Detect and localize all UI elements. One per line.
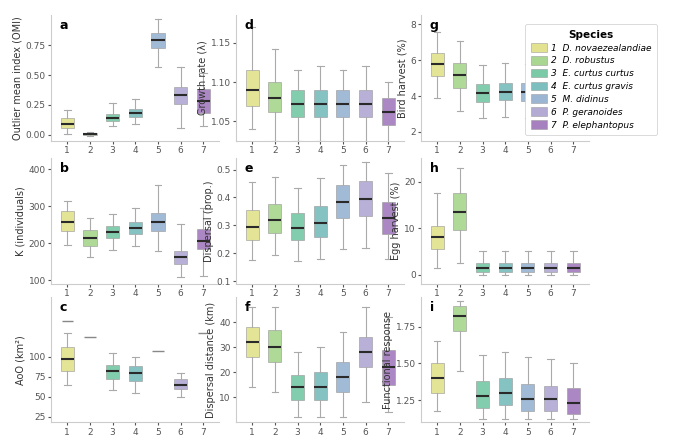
- PathPatch shape: [61, 211, 74, 231]
- PathPatch shape: [291, 213, 304, 240]
- PathPatch shape: [566, 85, 580, 103]
- PathPatch shape: [197, 89, 210, 114]
- PathPatch shape: [84, 230, 97, 246]
- PathPatch shape: [269, 205, 282, 233]
- PathPatch shape: [336, 362, 349, 392]
- PathPatch shape: [246, 327, 259, 357]
- Text: a: a: [60, 19, 68, 32]
- PathPatch shape: [84, 133, 97, 136]
- Y-axis label: AoO (km²): AoO (km²): [16, 335, 26, 385]
- Y-axis label: Bird harvest (%): Bird harvest (%): [397, 38, 407, 118]
- PathPatch shape: [106, 226, 119, 238]
- PathPatch shape: [129, 367, 142, 381]
- PathPatch shape: [336, 90, 349, 117]
- PathPatch shape: [174, 87, 187, 104]
- PathPatch shape: [61, 347, 74, 371]
- PathPatch shape: [291, 90, 304, 117]
- PathPatch shape: [291, 375, 304, 400]
- Y-axis label: Growth rate (λ): Growth rate (λ): [198, 41, 208, 115]
- PathPatch shape: [106, 114, 119, 121]
- PathPatch shape: [359, 337, 372, 367]
- PathPatch shape: [566, 389, 580, 414]
- PathPatch shape: [269, 82, 282, 112]
- Y-axis label: Dispersal distance (km): Dispersal distance (km): [206, 302, 216, 418]
- PathPatch shape: [246, 70, 259, 106]
- Text: g: g: [429, 19, 438, 32]
- PathPatch shape: [499, 83, 512, 100]
- PathPatch shape: [314, 206, 327, 237]
- PathPatch shape: [382, 202, 395, 234]
- PathPatch shape: [359, 181, 372, 216]
- PathPatch shape: [453, 193, 466, 231]
- PathPatch shape: [314, 90, 327, 117]
- Y-axis label: K (individuals): K (individuals): [16, 186, 26, 256]
- Y-axis label: Dispersal (prop.): Dispersal (prop.): [203, 180, 214, 262]
- Y-axis label: Egg harvest (%): Egg harvest (%): [391, 182, 401, 260]
- PathPatch shape: [382, 98, 395, 125]
- PathPatch shape: [453, 63, 466, 88]
- PathPatch shape: [269, 330, 282, 362]
- PathPatch shape: [174, 379, 187, 389]
- Text: b: b: [60, 162, 68, 175]
- PathPatch shape: [129, 109, 142, 117]
- PathPatch shape: [431, 363, 444, 393]
- PathPatch shape: [431, 53, 444, 76]
- PathPatch shape: [314, 372, 327, 400]
- PathPatch shape: [499, 378, 512, 405]
- PathPatch shape: [521, 263, 534, 272]
- PathPatch shape: [544, 385, 557, 411]
- PathPatch shape: [129, 222, 142, 234]
- Text: f: f: [245, 301, 250, 314]
- Y-axis label: Functional response: Functional response: [383, 311, 393, 409]
- PathPatch shape: [359, 90, 372, 117]
- PathPatch shape: [382, 350, 395, 385]
- Text: e: e: [245, 162, 253, 175]
- PathPatch shape: [499, 263, 512, 272]
- Text: d: d: [245, 19, 253, 32]
- PathPatch shape: [336, 185, 349, 218]
- PathPatch shape: [521, 384, 534, 411]
- PathPatch shape: [544, 84, 557, 102]
- PathPatch shape: [61, 117, 74, 128]
- PathPatch shape: [476, 263, 489, 272]
- Text: i: i: [429, 301, 434, 314]
- PathPatch shape: [174, 251, 187, 264]
- Legend: 1  D. novaezealandiae, 2  D. robustus, 3  E. curtus curtus, 4  E. curtus gravis,: 1 D. novaezealandiae, 2 D. robustus, 3 E…: [525, 24, 657, 135]
- Y-axis label: Outlier mean index (OMI): Outlier mean index (OMI): [13, 16, 23, 140]
- PathPatch shape: [544, 263, 557, 272]
- PathPatch shape: [476, 84, 489, 102]
- PathPatch shape: [106, 365, 119, 379]
- PathPatch shape: [431, 226, 444, 249]
- PathPatch shape: [521, 84, 534, 101]
- PathPatch shape: [566, 263, 580, 272]
- PathPatch shape: [151, 33, 164, 48]
- PathPatch shape: [151, 213, 164, 231]
- Text: h: h: [429, 162, 438, 175]
- PathPatch shape: [197, 229, 210, 249]
- PathPatch shape: [246, 210, 259, 240]
- PathPatch shape: [476, 381, 489, 407]
- PathPatch shape: [453, 306, 466, 331]
- Text: c: c: [60, 301, 67, 314]
